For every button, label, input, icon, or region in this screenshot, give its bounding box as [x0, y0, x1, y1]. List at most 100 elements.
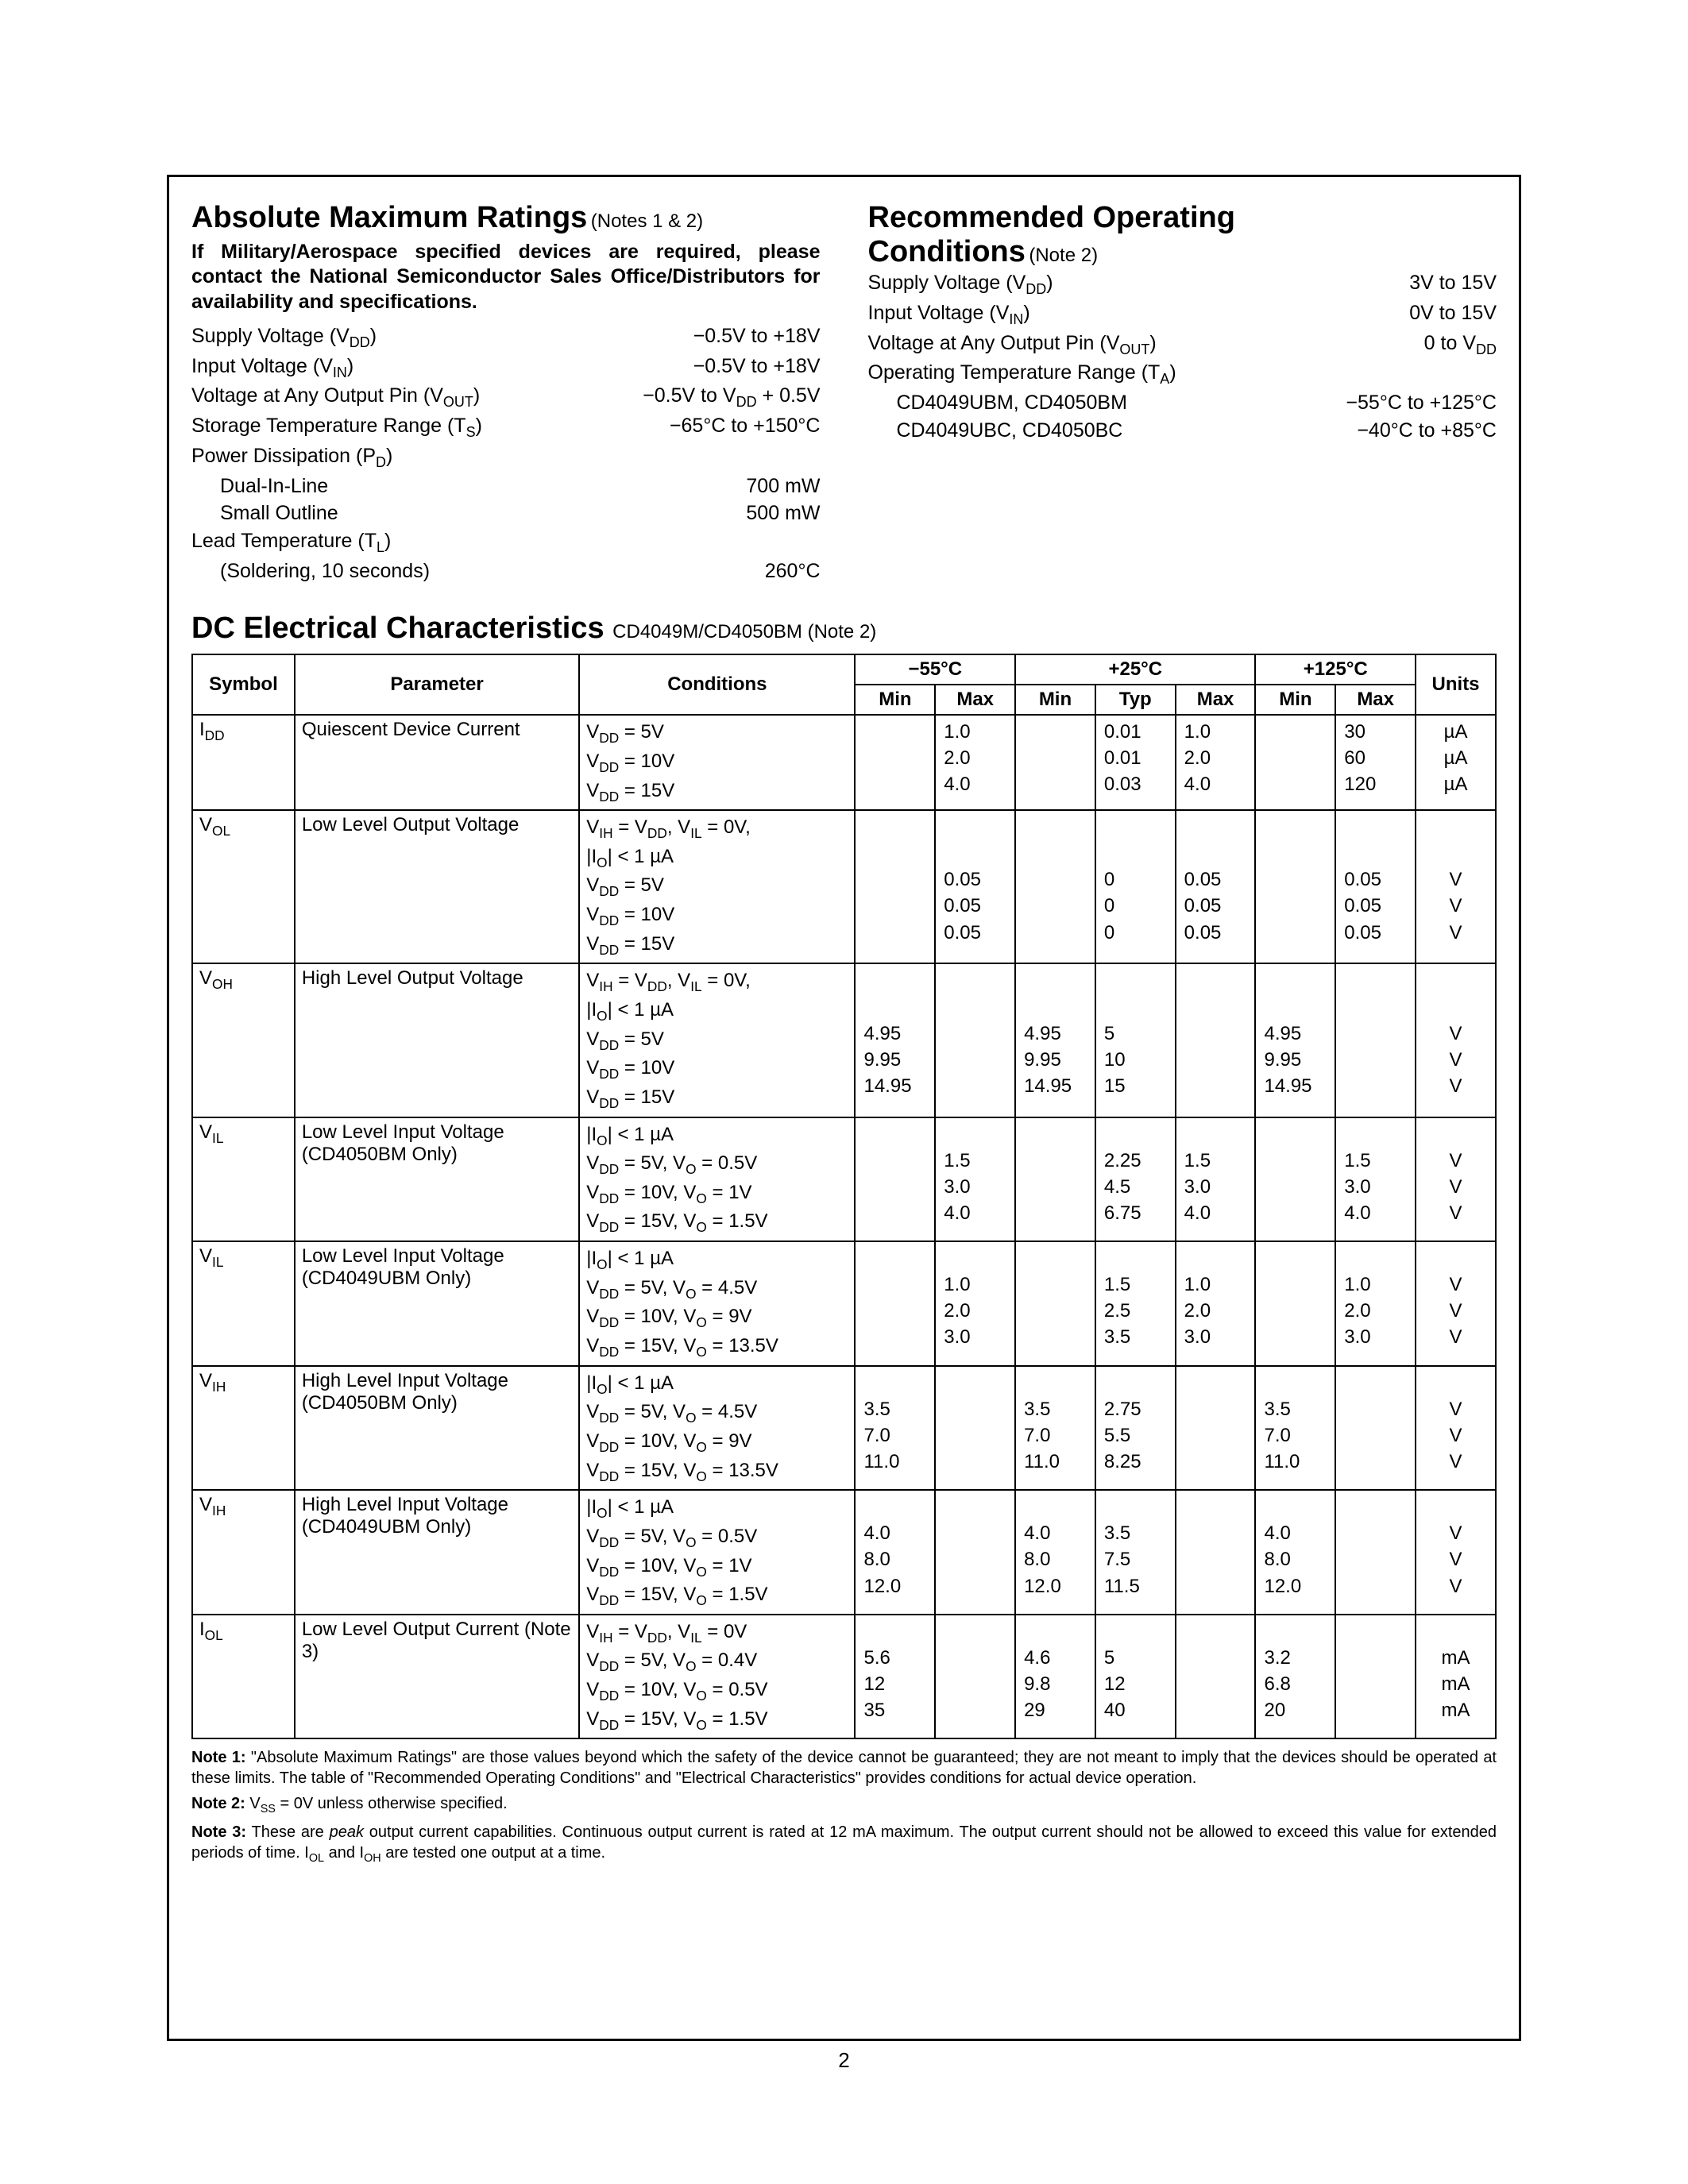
- kv-value: 500 mW: [614, 500, 821, 527]
- cell-symbol: VOL: [192, 810, 295, 963]
- cell-p25-max: [1176, 1615, 1256, 1739]
- cell-symbol: VIL: [192, 1117, 295, 1242]
- note-3-d: are tested one output at a time.: [381, 1844, 605, 1862]
- h-min-1: Min: [855, 685, 935, 715]
- amr-intro: If Military/Aerospace specified devices …: [191, 240, 821, 314]
- note-3: Note 3: These are peak output current ca…: [191, 1822, 1497, 1866]
- h-typ: Typ: [1095, 685, 1176, 715]
- cell-symbol: VIH: [192, 1366, 295, 1491]
- h-parameter: Parameter: [295, 654, 579, 715]
- amr-list: Supply Voltage (VDD)−0.5V to +18VInput V…: [191, 322, 821, 585]
- notes-block: Note 1: "Absolute Maximum Ratings" are t…: [191, 1747, 1497, 1866]
- note-3-a: These are: [251, 1823, 329, 1841]
- cell-p125-min: [1255, 715, 1335, 810]
- h-max-1: Max: [935, 685, 1015, 715]
- cell-conditions: VIH = VDD, VIL = 0VVDD = 5V, VO = 0.4VVD…: [579, 1615, 855, 1739]
- kv-key: Input Voltage (VIN): [191, 353, 614, 383]
- kv-value: 0 to VDD: [1290, 330, 1497, 360]
- h-t2: +25°C: [1015, 654, 1255, 685]
- roc-title-1: Recommended Operating: [868, 201, 1497, 235]
- kv-row: Lead Temperature (TL): [191, 527, 821, 558]
- cell-parameter: Low Level Output Voltage: [295, 810, 579, 963]
- kv-key: Power Dissipation (PD): [191, 442, 614, 473]
- dc-table-body: IDDQuiescent Device CurrentVDD = 5VVDD =…: [192, 715, 1496, 1738]
- cell-p25-min: 4.69.829: [1015, 1615, 1095, 1739]
- h-units: Units: [1416, 654, 1496, 715]
- kv-value: [1290, 359, 1497, 389]
- amr-section: Absolute Maximum Ratings (Notes 1 & 2) I…: [191, 201, 821, 585]
- roc-title-note: (Note 2): [1029, 245, 1098, 266]
- kv-row: Operating Temperature Range (TA): [868, 359, 1497, 389]
- cell-p25-max: 1.02.04.0: [1176, 715, 1256, 810]
- table-row: IOLLow Level Output Current (Note 3)VIH …: [192, 1615, 1496, 1739]
- kv-row: CD4049UBM, CD4050BM−55°C to +125°C: [868, 389, 1497, 417]
- cell-p25-min: 4.959.9514.95: [1015, 963, 1095, 1117]
- table-row: VOHHigh Level Output VoltageVIH = VDD, V…: [192, 963, 1496, 1117]
- kv-value: −65°C to +150°C: [614, 412, 821, 442]
- note-3-c: and I: [324, 1844, 364, 1862]
- cell-m55-min: 5.61235: [855, 1615, 935, 1739]
- h-max-2: Max: [1176, 685, 1256, 715]
- kv-value: −55°C to +125°C: [1290, 389, 1497, 417]
- kv-value: −0.5V to VDD + 0.5V: [614, 382, 821, 412]
- dc-table: Symbol Parameter Conditions −55°C +25°C …: [191, 654, 1497, 1739]
- cell-p125-max: [1335, 1490, 1416, 1615]
- h-max-3: Max: [1335, 685, 1416, 715]
- cell-p125-max: 3060120: [1335, 715, 1416, 810]
- cell-p125-min: [1255, 810, 1335, 963]
- kv-value: 0V to 15V: [1290, 299, 1497, 330]
- note-2: Note 2: VSS = 0V unless otherwise specif…: [191, 1793, 1497, 1817]
- cell-conditions: VIH = VDD, VIL = 0V,|IO| < 1 µAVDD = 5VV…: [579, 810, 855, 963]
- cell-symbol: IDD: [192, 715, 295, 810]
- cell-parameter: High Level Input Voltage (CD4050BM Only): [295, 1366, 579, 1491]
- kv-value: [614, 442, 821, 473]
- cell-p125-min: 3.26.820: [1255, 1615, 1335, 1739]
- cell-units: VVV: [1416, 810, 1496, 963]
- kv-value: 700 mW: [614, 473, 821, 500]
- cell-symbol: IOL: [192, 1615, 295, 1739]
- table-row: VILLow Level Input Voltage (CD4049UBM On…: [192, 1241, 1496, 1366]
- h-min-3: Min: [1255, 685, 1335, 715]
- cell-conditions: |IO| < 1 µAVDD = 5V, VO = 4.5VVDD = 10V,…: [579, 1241, 855, 1366]
- kv-row: Dual-In-Line700 mW: [191, 473, 821, 500]
- cell-conditions: |IO| < 1 µAVDD = 5V, VO = 4.5VVDD = 10V,…: [579, 1366, 855, 1491]
- kv-row: Voltage at Any Output Pin (VOUT)−0.5V to…: [191, 382, 821, 412]
- cell-p125-min: 4.959.9514.95: [1255, 963, 1335, 1117]
- cell-p25-typ: 2.254.56.75: [1095, 1117, 1176, 1242]
- cell-p25-typ: 0.010.010.03: [1095, 715, 1176, 810]
- h-symbol: Symbol: [192, 654, 295, 715]
- cell-p125-max: 0.050.050.05: [1335, 810, 1416, 963]
- cell-p125-min: [1255, 1241, 1335, 1366]
- dc-title-note: CD4049M/CD4050BM (Note 2): [612, 621, 876, 642]
- cell-conditions: |IO| < 1 µAVDD = 5V, VO = 0.5VVDD = 10V,…: [579, 1117, 855, 1242]
- cell-p25-typ: 3.57.511.5: [1095, 1490, 1176, 1615]
- cell-parameter: High Level Input Voltage (CD4049UBM Only…: [295, 1490, 579, 1615]
- kv-key: Small Outline: [191, 500, 614, 527]
- dc-title-row: DC Electrical Characteristics CD4049M/CD…: [191, 612, 1497, 646]
- kv-key: Voltage at Any Output Pin (VOUT): [191, 382, 614, 412]
- cell-m55-min: 3.57.011.0: [855, 1366, 935, 1491]
- note-3-label: Note 3:: [191, 1823, 246, 1841]
- amr-title-note: (Notes 1 & 2): [591, 210, 703, 232]
- cell-m55-min: 4.959.9514.95: [855, 963, 935, 1117]
- kv-value: −0.5V to +18V: [614, 322, 821, 353]
- kv-key: Supply Voltage (VDD): [868, 269, 1291, 299]
- roc-section: Recommended Operating Conditions (Note 2…: [868, 201, 1497, 585]
- top-columns: Absolute Maximum Ratings (Notes 1 & 2) I…: [191, 201, 1497, 585]
- cell-p25-typ: 2.755.58.25: [1095, 1366, 1176, 1491]
- kv-value: 260°C: [614, 558, 821, 585]
- cell-m55-max: [935, 1615, 1015, 1739]
- note-1: Note 1: "Absolute Maximum Ratings" are t…: [191, 1747, 1497, 1788]
- cell-conditions: |IO| < 1 µAVDD = 5V, VO = 0.5VVDD = 10V,…: [579, 1490, 855, 1615]
- cell-m55-max: 1.53.04.0: [935, 1117, 1015, 1242]
- cell-p125-min: 3.57.011.0: [1255, 1366, 1335, 1491]
- cell-units: VVV: [1416, 1241, 1496, 1366]
- cell-p25-min: [1015, 1241, 1095, 1366]
- kv-row: Small Outline500 mW: [191, 500, 821, 527]
- cell-p25-max: 1.02.03.0: [1176, 1241, 1256, 1366]
- page-number: 2: [0, 2048, 1688, 2073]
- note-1-text: "Absolute Maximum Ratings" are those val…: [191, 1749, 1497, 1787]
- cell-p125-min: 4.08.012.0: [1255, 1490, 1335, 1615]
- cell-conditions: VDD = 5VVDD = 10VVDD = 15V: [579, 715, 855, 810]
- kv-key: Supply Voltage (VDD): [191, 322, 614, 353]
